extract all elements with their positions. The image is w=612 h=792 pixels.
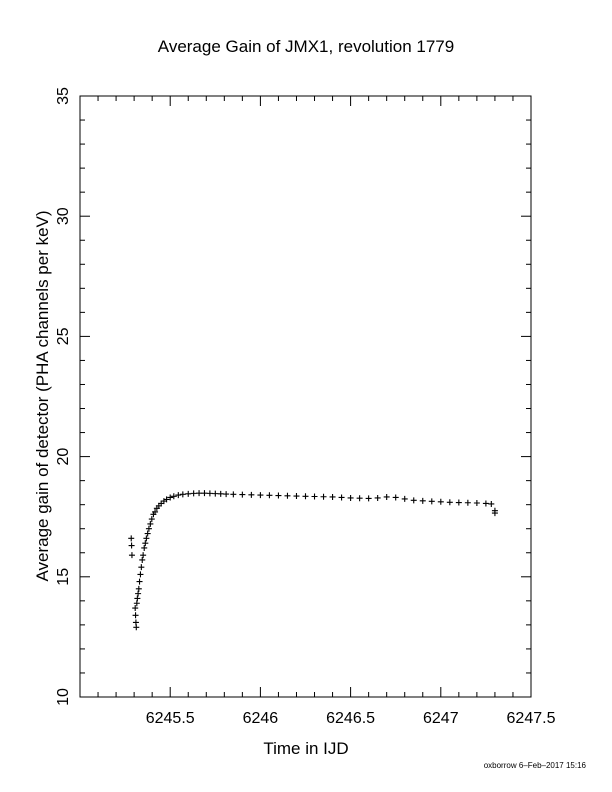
y-tick-label: 15 xyxy=(55,568,72,586)
data-point xyxy=(217,490,224,497)
data-point xyxy=(455,499,462,506)
y-axis-label: Average gain of detector (PHA channels p… xyxy=(33,210,52,581)
data-point xyxy=(446,499,453,506)
data-point xyxy=(248,491,255,498)
data-point xyxy=(140,552,147,559)
chart-title: Average Gain of JMX1, revolution 1779 xyxy=(158,37,454,56)
data-point xyxy=(383,493,390,500)
data-points xyxy=(128,490,498,631)
data-point xyxy=(464,499,471,506)
data-point xyxy=(284,492,291,499)
data-point xyxy=(428,498,435,505)
x-tick-label: 6246.5 xyxy=(326,710,375,727)
data-point xyxy=(141,544,148,551)
data-point xyxy=(132,612,139,619)
data-point xyxy=(329,493,336,500)
data-point xyxy=(338,494,345,501)
data-point xyxy=(488,500,495,507)
data-point xyxy=(311,493,318,500)
data-point xyxy=(128,552,135,559)
data-point xyxy=(137,571,144,578)
data-point xyxy=(482,500,489,507)
x-tick-label: 6247 xyxy=(423,710,459,727)
data-point xyxy=(138,564,145,571)
x-tick-label: 6245.5 xyxy=(146,710,195,727)
y-tick-label: 20 xyxy=(55,448,72,466)
data-point xyxy=(185,490,192,497)
axis-ticks xyxy=(80,96,531,697)
data-point xyxy=(142,540,149,547)
data-point xyxy=(320,493,327,500)
data-point xyxy=(139,556,146,563)
data-point xyxy=(128,542,135,549)
data-point xyxy=(148,516,155,523)
data-point xyxy=(143,535,150,542)
data-point xyxy=(133,624,140,631)
data-point xyxy=(134,595,141,602)
data-point xyxy=(135,590,142,597)
data-point xyxy=(196,490,203,497)
data-point xyxy=(356,495,363,502)
data-point xyxy=(365,495,372,502)
footer-stamp: oxborrow 6–Feb–2017 15:16 xyxy=(484,761,587,770)
data-point xyxy=(230,491,237,498)
data-point xyxy=(437,498,444,505)
data-point xyxy=(374,494,381,501)
data-point xyxy=(179,491,186,498)
data-point xyxy=(266,492,273,499)
data-point xyxy=(152,508,159,515)
plot-frame xyxy=(79,95,532,698)
data-point xyxy=(136,578,143,585)
data-point xyxy=(491,510,498,517)
data-point xyxy=(473,499,480,506)
data-point xyxy=(190,490,197,497)
data-point xyxy=(419,497,426,504)
data-point xyxy=(302,493,309,500)
data-point xyxy=(167,494,174,501)
y-tick-label: 25 xyxy=(55,327,72,345)
y-tick-label: 35 xyxy=(55,87,72,105)
data-point xyxy=(293,493,300,500)
y-tick-label: 30 xyxy=(55,207,72,225)
data-point xyxy=(145,525,152,532)
data-point xyxy=(275,492,282,499)
x-tick-label: 6246 xyxy=(243,710,279,727)
data-point xyxy=(223,491,230,498)
axis-tick-labels: 6245.5 6246 6246.5 6247 6247.5 10 15 20 25 30 35 xyxy=(55,87,556,727)
data-point xyxy=(212,490,219,497)
data-point xyxy=(163,496,170,503)
data-point xyxy=(144,530,151,537)
data-point xyxy=(201,490,208,497)
data-point xyxy=(392,494,399,501)
data-point xyxy=(135,585,142,592)
x-axis-label: Time in IJD xyxy=(263,739,348,758)
data-point xyxy=(147,520,154,527)
x-tick-label: 6247.5 xyxy=(507,710,556,727)
data-point xyxy=(170,493,177,500)
y-tick-label: 10 xyxy=(55,688,72,706)
data-point xyxy=(132,605,139,612)
data-point xyxy=(401,495,408,502)
data-point xyxy=(347,494,354,501)
data-point xyxy=(128,535,135,542)
data-point xyxy=(410,497,417,504)
data-point xyxy=(206,490,213,497)
data-point xyxy=(239,491,246,498)
data-point xyxy=(175,492,182,499)
data-point xyxy=(257,492,264,499)
